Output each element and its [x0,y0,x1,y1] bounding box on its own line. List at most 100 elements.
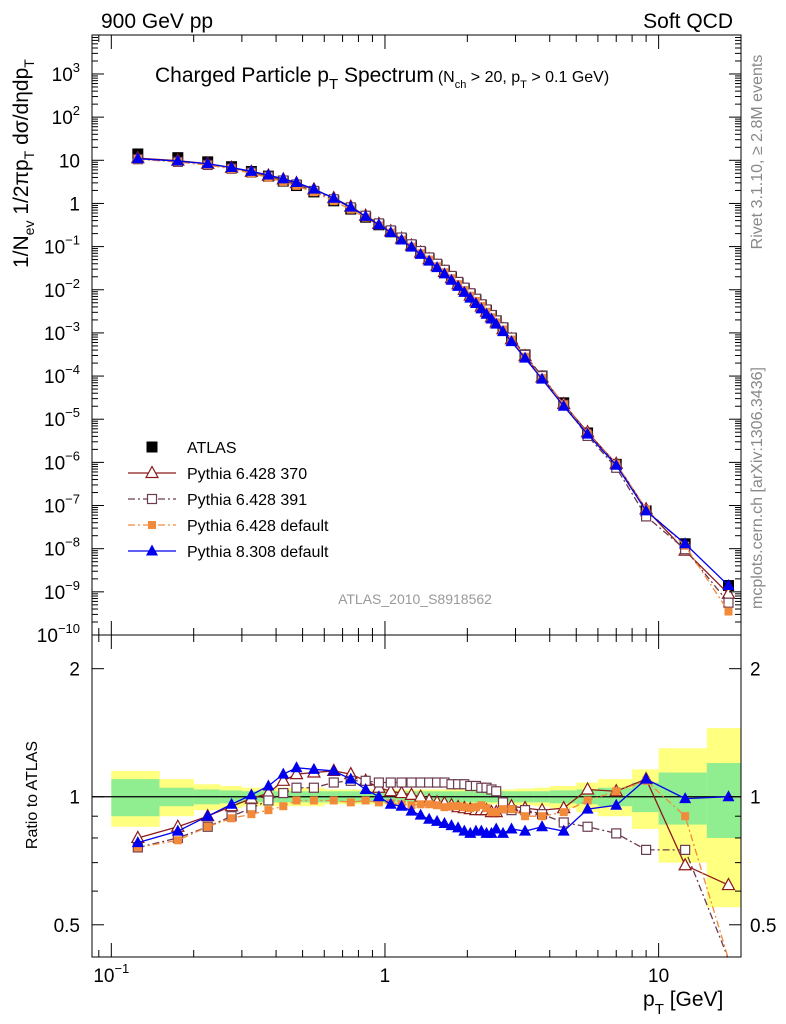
ratio-point [445,819,458,831]
ratio-point [423,812,436,824]
ratio-point [328,777,339,788]
main-y-label: 1/Nev 1/2πpT dσ/dηdpT [10,59,37,268]
ratio-point [415,777,426,788]
data-point [307,182,320,194]
x-tick-label: 10 [648,966,669,987]
legend-label: Pythia 6.428 370 [187,466,307,483]
series-4 [131,152,735,591]
y-tick-label: 10−10 [37,621,80,647]
ratio-point [582,821,593,832]
data-point [490,317,503,329]
data-point [723,597,734,608]
ratio-point [277,767,290,779]
ratio-point [438,817,451,829]
ratio-point [225,797,238,809]
main-plot-area [130,148,736,616]
ratio-point [490,822,503,834]
ratio-point [521,812,530,821]
ratio-point [373,777,384,788]
data-point [557,399,570,411]
ratio-point [466,804,475,813]
data-point [290,176,303,188]
ratio-point [536,820,549,832]
ratio-point [559,808,568,817]
ratio-y-tick-label-right: 1 [750,788,761,809]
ratio-point [580,781,595,795]
ratio-point [308,782,320,793]
ratio-point [491,786,502,797]
ratio-point [557,824,570,836]
ratio-point [201,809,214,821]
ratio-point [721,877,736,891]
ratio-plot-area [91,728,742,964]
data-point [344,200,357,212]
legend-label: ATLAS [187,440,237,457]
ratio-point [477,801,486,810]
y-tick-label: 10 [59,151,80,172]
ratio-point [452,821,465,833]
data-point [640,504,653,516]
ratio-point [433,801,442,810]
ratio-frame [91,634,742,958]
y-tick-label: 10−5 [44,405,80,431]
x-axis-label: pT [GeV] [643,988,723,1018]
data-point [395,233,408,245]
ratio-series-3 [131,761,735,848]
ratio-point [292,796,301,805]
ratio-point [681,812,690,821]
y-tick-label: 10−4 [44,362,80,388]
ratio-point [245,788,258,800]
ratio-point [610,798,623,810]
ratio-point [505,822,518,834]
legend-marker [148,521,156,529]
ratio-point [171,824,184,836]
ratio-point [385,777,396,788]
ratio-point [678,857,693,871]
ratio-point [447,802,456,811]
ratio-point [487,808,496,817]
data-point [452,279,465,291]
data-point [679,537,692,549]
ratio-point [680,844,691,855]
data-point [438,267,451,279]
ratio-point [203,822,212,831]
data-point [201,157,214,169]
ratio-y-label: Ratio to ATLAS [24,741,41,849]
data-point [458,285,471,297]
ratio-point [383,783,398,797]
y-tick-label: 10−1 [44,233,80,259]
ratio-point [583,796,592,805]
data-point [384,226,397,238]
ratio-point [460,803,469,812]
ratio-point [679,792,692,804]
ratio-point [404,787,419,800]
ratio-point [227,814,236,823]
ratio-panel: 0.5 0.5 1 1 2 2 10−1 1 10 Ratio to ATLAS pT [Ge… [24,634,777,1018]
data-point [722,579,735,591]
ratio-point [384,797,397,809]
ratio-point [264,806,273,815]
ratio-y-ticks: 0.5 0.5 1 1 2 2 [54,660,777,937]
data-point [277,172,290,184]
y-tick-label: 10−7 [44,492,80,518]
ratio-point [327,764,340,776]
legend-marker [146,544,158,556]
data-point [519,351,532,363]
y-tick-label: 10−2 [44,276,80,302]
data-point [359,209,372,221]
ratio-point [482,804,491,813]
data-point [475,302,488,314]
data-point [505,335,518,347]
ratio-point [640,772,653,784]
ratio-point [394,785,409,799]
ratio-point [396,777,407,788]
legend: ATLAS Pythia 6.428 370 Pythia 6.428 391 Pyt… [128,440,329,561]
ratio-y-tick-label-right: 0.5 [750,916,776,937]
header-left: 900 GeV pp [101,10,213,33]
legend-label: Pythia 6.428 default [187,518,329,535]
y-tick-label: 10−3 [44,319,80,345]
series-line [137,158,729,604]
ratio-point [276,773,291,786]
ratio-point [372,790,385,802]
legend-label: Pythia 6.428 391 [187,492,307,509]
